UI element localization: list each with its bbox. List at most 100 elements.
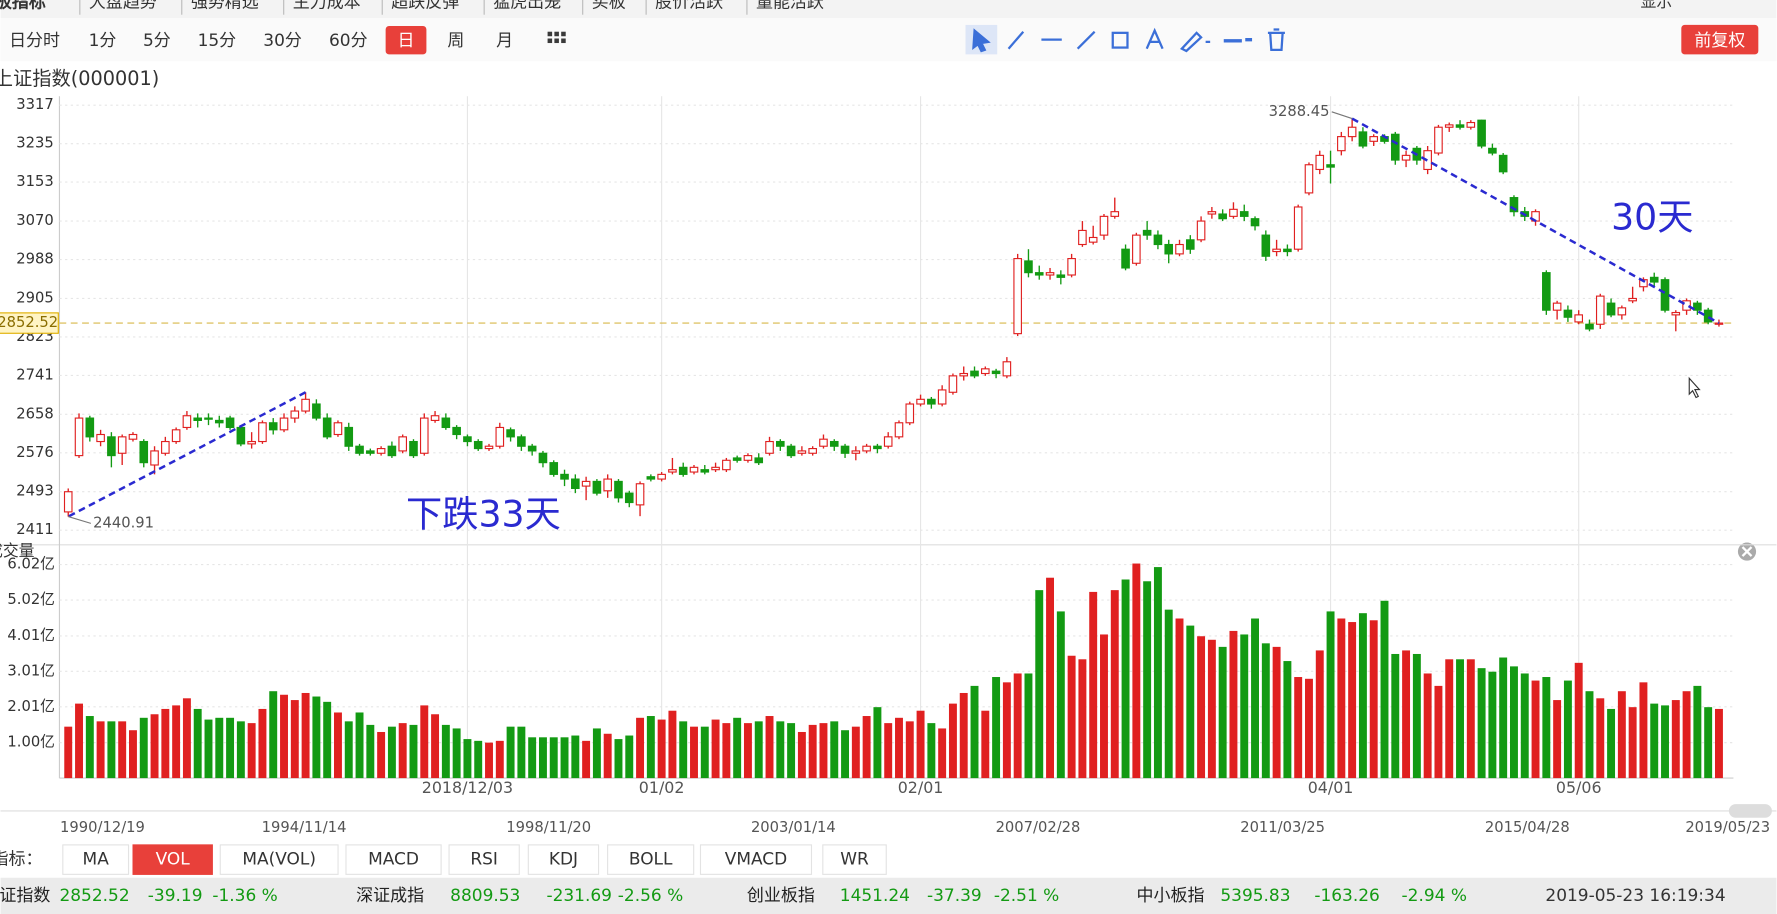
volume-bar	[1024, 673, 1033, 779]
volume-bar	[269, 691, 278, 779]
volume-bar	[603, 733, 612, 779]
text-tool[interactable]	[1145, 27, 1164, 50]
volume-bar	[452, 728, 461, 779]
period-button[interactable]: 月	[496, 31, 513, 51]
volume-title: 成交量	[0, 541, 35, 560]
indicator-tab-bg[interactable]	[607, 844, 695, 875]
period-button[interactable]: 1分	[89, 31, 117, 51]
volume-bar	[1661, 705, 1669, 779]
indicator-tab-bg[interactable]	[699, 844, 813, 875]
top-menu-item[interactable]: 主力成本	[293, 0, 361, 12]
pen-tool[interactable]	[1179, 31, 1211, 53]
volume-bar	[884, 723, 893, 779]
top-menu-item[interactable]: 量能活跃	[756, 0, 824, 12]
top-menu-item[interactable]: 猛虎出笼	[493, 0, 561, 12]
top-right-menu[interactable]: 显示	[1641, 0, 1673, 11]
volume-bar	[150, 714, 159, 779]
candle-body	[1078, 229, 1087, 246]
candle-body	[991, 370, 1001, 375]
candle-body	[1056, 274, 1066, 278]
candle-body	[840, 445, 850, 454]
volume-bar	[679, 721, 688, 779]
candle-body	[387, 445, 397, 457]
candle-body	[1304, 164, 1314, 194]
candle-body	[1628, 297, 1637, 302]
indicator-tab-bg[interactable]	[345, 844, 442, 875]
candle-body	[657, 473, 666, 480]
grid-menu-icon[interactable]	[547, 31, 566, 44]
indicator-tab-bg[interactable]	[132, 844, 213, 875]
candle-body	[225, 417, 235, 429]
period-button[interactable]: 5分	[143, 31, 171, 51]
candle-body	[236, 426, 246, 445]
volume-bar	[312, 696, 321, 779]
volume-bar	[1078, 659, 1087, 779]
period-button[interactable]: 30分	[263, 31, 302, 51]
candle-body	[1390, 133, 1400, 161]
indicator-tab-bg[interactable]	[219, 844, 339, 875]
status-name: 创业板指	[747, 886, 815, 906]
period-button[interactable]: 日	[398, 31, 415, 51]
status-pct: -2.94 %	[1402, 886, 1467, 906]
indicator-tab[interactable]: MA(VOL)	[242, 850, 316, 870]
top-menu-item[interactable]: 大盘趋势	[89, 0, 157, 12]
volume-bar	[690, 726, 698, 779]
top-menu-item[interactable]: 股价活跃	[655, 0, 723, 12]
volume-bar	[1240, 634, 1249, 779]
restore-button-bg[interactable]	[1681, 24, 1759, 55]
timeline-scrollbar[interactable]	[1728, 804, 1772, 818]
candle-body	[495, 426, 505, 447]
rect-tool[interactable]	[1111, 31, 1129, 49]
candle-body	[1121, 248, 1130, 269]
indicator-tab-bg[interactable]	[822, 844, 887, 875]
y-tick-label: 1.00亿	[7, 734, 55, 751]
volume-bar	[1132, 563, 1141, 779]
timeline-label: 1990/12/19	[60, 819, 145, 836]
line-tool[interactable]	[1007, 30, 1025, 50]
candle-body	[1250, 218, 1260, 227]
candle-body	[1315, 154, 1325, 171]
indicator-tab[interactable]: VOL	[156, 850, 191, 870]
period-button[interactable]: 15分	[198, 31, 237, 51]
indicator-tab[interactable]: VMACD	[725, 850, 787, 870]
low-pointer	[68, 516, 92, 524]
top-menu-item[interactable]: 买板	[592, 0, 626, 12]
status-change: -231.69	[546, 886, 612, 906]
indicator-tab[interactable]: WR	[840, 850, 869, 870]
candle-body	[527, 445, 537, 452]
indicator-tab[interactable]: BOLL	[629, 850, 673, 870]
indicator-tab[interactable]: KDJ	[549, 850, 578, 870]
status-name: 中小板指	[1137, 886, 1205, 906]
indicator-tab[interactable]: MACD	[368, 850, 419, 870]
delete-tool[interactable]	[1267, 28, 1285, 51]
top-menu-item[interactable]: 板指标	[0, 0, 46, 12]
restore-button[interactable]: 前复权	[1694, 31, 1745, 51]
top-menu-item[interactable]: 超跌反弹	[391, 0, 459, 12]
close-panel-icon	[1741, 546, 1753, 557]
candle-body	[74, 417, 84, 457]
volume-bar	[1650, 703, 1659, 779]
period-button[interactable]: 日分时	[9, 31, 60, 51]
status-name: 上证指数	[0, 886, 50, 906]
period-button[interactable]: 60分	[329, 31, 368, 51]
candle-body	[1110, 211, 1120, 217]
volume-bar	[1682, 691, 1691, 779]
ray-tool[interactable]	[1076, 30, 1096, 50]
y-tick-label: 3317	[16, 96, 53, 113]
mouse-cursor	[1688, 376, 1701, 399]
period-button[interactable]: 周	[447, 31, 464, 51]
indicator-tab[interactable]: RSI	[470, 850, 498, 870]
volume-bar	[107, 721, 116, 779]
candle-body	[452, 426, 461, 436]
top-menu-item[interactable]: 强势精选	[191, 0, 259, 12]
indicator-tab-bg[interactable]	[62, 844, 130, 875]
indicator-tab[interactable]: MA	[83, 850, 110, 870]
indicator-tab-bg[interactable]	[448, 844, 520, 875]
indicator-tab-bg[interactable]	[527, 844, 600, 875]
linestyle-tool[interactable]	[1223, 37, 1253, 43]
candle-body	[1337, 136, 1346, 152]
candle-body	[1455, 124, 1465, 128]
select-tool[interactable]	[972, 28, 991, 53]
status-change: -37.39	[927, 886, 982, 906]
volume-bar	[1596, 698, 1605, 779]
